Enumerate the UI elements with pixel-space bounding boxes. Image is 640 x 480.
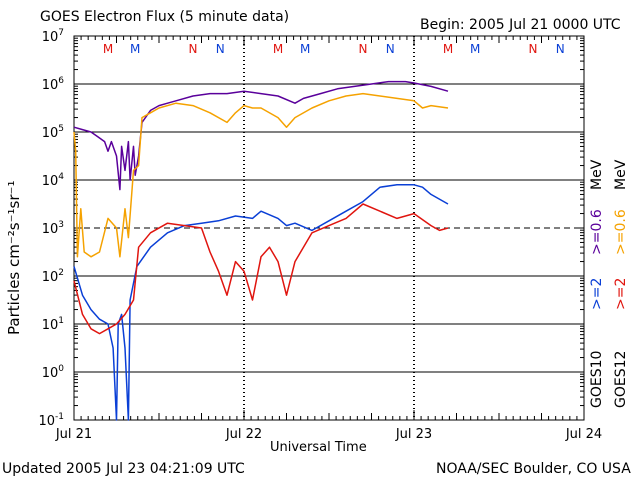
legend-goes12-sat: GOES12 (613, 350, 629, 408)
x-axis-label: Universal Time (270, 440, 367, 455)
noon-midnight-marker: M (130, 42, 140, 56)
noon-midnight-marker: M (103, 42, 113, 56)
noon-midnight-marker: N (189, 42, 198, 56)
x-tick-label: Jul 23 (395, 427, 432, 442)
y-tick-label: 102 (42, 268, 64, 285)
series-line-3 (73, 203, 449, 335)
y-tick-label: 104 (42, 172, 65, 189)
series-line-2 (73, 184, 449, 421)
legend-goes10-unit: MeV (589, 159, 605, 190)
series-line-0 (73, 80, 449, 191)
series-line-1 (73, 92, 449, 258)
y-axis-label: Particles cm⁻²s⁻¹sr⁻¹ (5, 180, 23, 335)
begin-timestamp: Begin: 2005 Jul 21 0000 UTC (420, 17, 621, 33)
credit-text: NOAA/SEC Boulder, CO USA (436, 461, 631, 477)
y-tick-label: 103 (42, 220, 64, 237)
y-tick-label: 107 (42, 28, 64, 45)
noon-midnight-marker: N (556, 42, 565, 56)
legend-goes12-unit: MeV (613, 159, 629, 190)
legend-goes12-low: >=2 (613, 277, 629, 310)
noon-midnight-marker: N (529, 42, 538, 56)
noon-midnight-marker: N (386, 42, 395, 56)
y-tick-label: 10-1 (38, 412, 64, 429)
noon-midnight-marker: N (216, 42, 225, 56)
legend-goes10-low: >=2 (589, 277, 605, 310)
x-tick-label: Jul 22 (225, 427, 262, 442)
y-tick-label: 101 (42, 316, 64, 333)
legend-goes12-high: >=0.6 (613, 209, 629, 255)
x-tick-label: Jul 21 (55, 427, 92, 442)
noon-midnight-marker: M (443, 42, 453, 56)
noon-midnight-marker: M (470, 42, 480, 56)
noon-midnight-marker: M (300, 42, 310, 56)
legend-goes10-high: >=0.6 (589, 209, 605, 255)
noon-midnight-marker: N (359, 42, 368, 56)
noon-midnight-marker: M (273, 42, 283, 56)
updated-timestamp: Updated 2005 Jul 23 04:21:09 UTC (2, 461, 245, 477)
legend-goes10-sat: GOES10 (589, 350, 605, 408)
y-tick-label: 106 (42, 76, 65, 93)
chart-title: GOES Electron Flux (5 minute data) (40, 9, 290, 25)
y-tick-label: 100 (42, 364, 65, 381)
x-tick-label: Jul 24 (565, 427, 602, 442)
y-tick-label: 105 (42, 124, 64, 141)
